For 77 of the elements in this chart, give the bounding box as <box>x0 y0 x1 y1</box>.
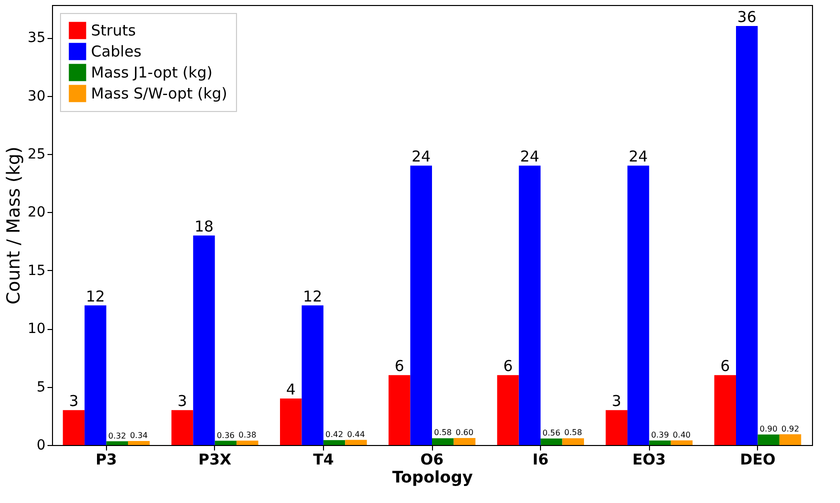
y-tick-label: 5 <box>36 379 46 396</box>
data-label: 0.60 <box>456 428 474 438</box>
bar <box>345 440 367 445</box>
bar <box>323 440 346 445</box>
bar <box>171 410 194 445</box>
data-label: 3 <box>68 392 78 410</box>
bar <box>62 410 85 445</box>
bar <box>606 410 628 445</box>
bar <box>497 375 519 445</box>
data-label: 6 <box>503 357 513 376</box>
bar <box>410 166 432 445</box>
data-label: 0.90 <box>760 424 778 434</box>
x-tick-label: P3 <box>96 450 118 468</box>
y-tick-label: 20 <box>28 204 46 221</box>
data-label: 24 <box>520 148 540 166</box>
bar <box>236 440 258 445</box>
legend-label: Cables <box>91 42 142 60</box>
y-tick-label: 15 <box>28 262 46 279</box>
y-tick-label: 30 <box>28 88 46 104</box>
y-tick-label: 0 <box>36 438 46 454</box>
data-label: 0.42 <box>325 430 344 440</box>
bar <box>432 438 454 445</box>
legend-label: Struts <box>91 22 136 40</box>
data-label: 0.58 <box>564 428 582 438</box>
x-axis-title: Topology <box>392 468 474 486</box>
bar <box>562 438 584 445</box>
data-label: 0.44 <box>347 430 365 439</box>
y-axis-title: Count / Mass (kg) <box>4 146 25 304</box>
y-tick-label: 25 <box>28 146 46 162</box>
bar <box>779 434 802 445</box>
data-label: 0.40 <box>672 430 691 440</box>
data-label: 0.39 <box>651 430 669 440</box>
bar <box>670 440 693 445</box>
data-label: 0.56 <box>542 428 560 438</box>
bar <box>84 305 106 445</box>
bar <box>106 441 128 445</box>
x-tick-label: O6 <box>420 450 444 468</box>
data-label: 24 <box>628 148 648 166</box>
bar <box>214 440 237 445</box>
bar <box>649 440 671 445</box>
data-label: 36 <box>737 8 756 26</box>
legend-label: Mass S/W-opt (kg) <box>91 84 228 102</box>
data-label: 0.38 <box>238 430 256 440</box>
x-tick-label: P3X <box>198 450 232 468</box>
bar <box>193 235 215 445</box>
x-tick-label: DEO <box>740 450 776 468</box>
data-label: 6 <box>720 357 730 376</box>
bar <box>454 438 476 445</box>
data-label: 0.36 <box>216 430 235 440</box>
bar <box>540 438 562 445</box>
x-tick-label: EO3 <box>632 450 666 468</box>
x-tick-label: I6 <box>532 450 549 468</box>
data-label: 12 <box>86 287 105 306</box>
y-tick-label: 10 <box>28 321 46 338</box>
bar <box>280 398 302 445</box>
bar <box>128 441 150 445</box>
data-label: 6 <box>394 357 404 376</box>
y-tick-label: 35 <box>28 30 46 46</box>
bar <box>388 375 410 445</box>
bar <box>627 166 650 445</box>
data-label: 18 <box>194 217 214 236</box>
bar <box>714 375 736 445</box>
data-label: 0.58 <box>434 428 452 438</box>
data-label: 0.92 <box>781 424 800 434</box>
bar <box>518 166 541 445</box>
bar <box>758 434 780 445</box>
data-label: 0.34 <box>130 431 148 440</box>
data-label: 4 <box>286 380 296 398</box>
data-label: 0.32 <box>108 431 126 440</box>
legend-label: Mass J1-opt (kg) <box>91 64 212 82</box>
data-label: 3 <box>178 392 188 410</box>
data-label: 24 <box>412 148 431 166</box>
bar <box>302 305 324 445</box>
data-label: 12 <box>303 287 322 306</box>
data-label: 3 <box>612 392 622 410</box>
x-tick-label: T4 <box>313 450 334 468</box>
bar <box>736 26 758 445</box>
